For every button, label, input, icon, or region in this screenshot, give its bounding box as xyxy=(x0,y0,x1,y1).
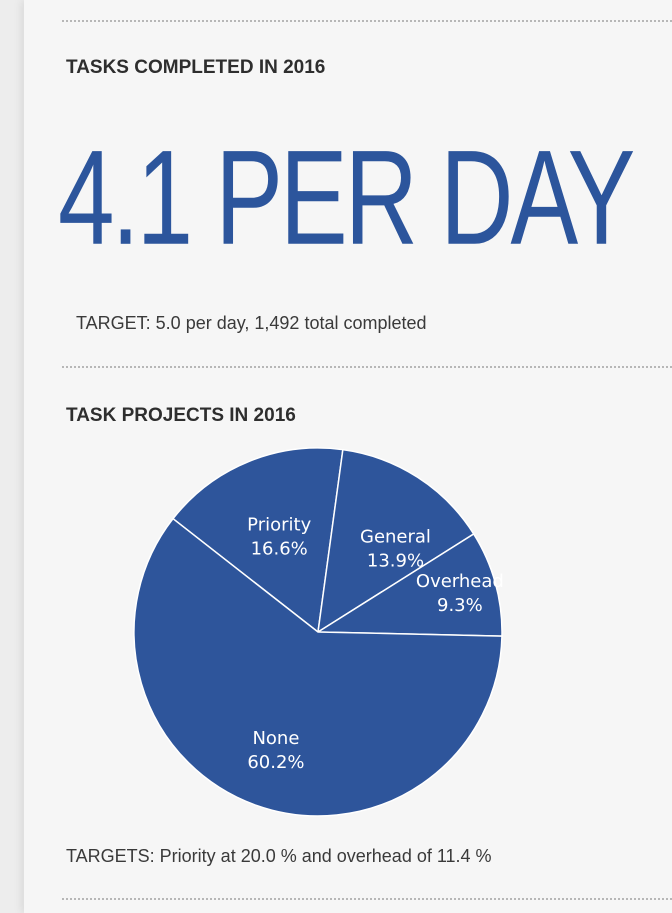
pie-label-general: General xyxy=(360,526,431,547)
project-targets-note: TARGETS: Priority at 20.0 % and overhead… xyxy=(66,846,492,866)
tasks-target-note: TARGET: 5.0 per day, 1,492 total complet… xyxy=(76,313,427,333)
pie-value-priority: 16.6% xyxy=(251,539,308,560)
pie-label-overhead: Overhead xyxy=(416,571,504,592)
pie-label-none: None xyxy=(252,728,299,749)
pie-slice-none xyxy=(133,517,503,817)
pie-value-none: 60.2% xyxy=(247,752,304,773)
pie-label-priority: Priority xyxy=(247,515,311,536)
pie-slice-overhead xyxy=(315,532,503,637)
pie-slice-general xyxy=(317,448,475,634)
task-projects-title: TASK PROJECTS IN 2016 xyxy=(66,405,296,426)
top-divider xyxy=(62,20,672,22)
pie-slice-priority xyxy=(171,447,344,634)
pie-value-overhead: 9.3% xyxy=(437,595,483,616)
pie-chart-svg: Priority 16.6% General 13.9%Overhead 9.3% Non… xyxy=(133,447,504,817)
bottom-divider xyxy=(62,898,672,900)
tasks-completed-title: TASKS COMPLETED IN 2016 xyxy=(66,57,326,78)
pie-value-general: 13.9% xyxy=(367,550,424,571)
task-projects-pie-chart: Priority 16.6% General 13.9% Overhead 9.3% Non… xyxy=(120,440,520,820)
tasks-per-day-headline: 4.1 PER DAY xyxy=(58,122,635,273)
middle-divider xyxy=(62,366,672,368)
